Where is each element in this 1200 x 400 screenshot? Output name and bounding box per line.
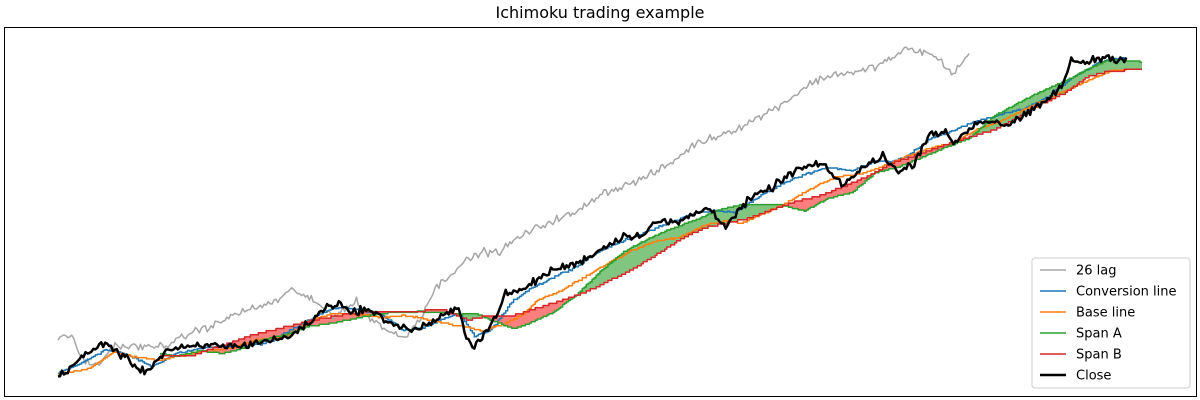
chart-title: Ichimoku trading example — [496, 3, 705, 22]
lag26-line — [57, 46, 970, 366]
legend-box — [1031, 257, 1191, 389]
close-line — [57, 54, 1128, 378]
base-line — [58, 69, 1127, 376]
axes-frame — [4, 27, 1197, 397]
legend-label: Span B — [1076, 348, 1122, 363]
span-b-line — [160, 68, 1142, 357]
cloud-bullish-fill — [971, 58, 1142, 137]
legend-label: 26 lag — [1076, 264, 1117, 279]
cloud-bearish-fill — [780, 136, 972, 212]
conversion-line — [58, 57, 1127, 374]
legend-label: Base line — [1076, 306, 1135, 321]
legend-label: Close — [1076, 369, 1111, 384]
legend-label: Conversion line — [1076, 285, 1176, 300]
legend: 26 lag Conversion line Base line Span A Span… — [1031, 257, 1191, 389]
plot-area — [57, 46, 1142, 378]
span-a-line — [160, 57, 1142, 358]
legend-label: Span A — [1076, 327, 1122, 342]
